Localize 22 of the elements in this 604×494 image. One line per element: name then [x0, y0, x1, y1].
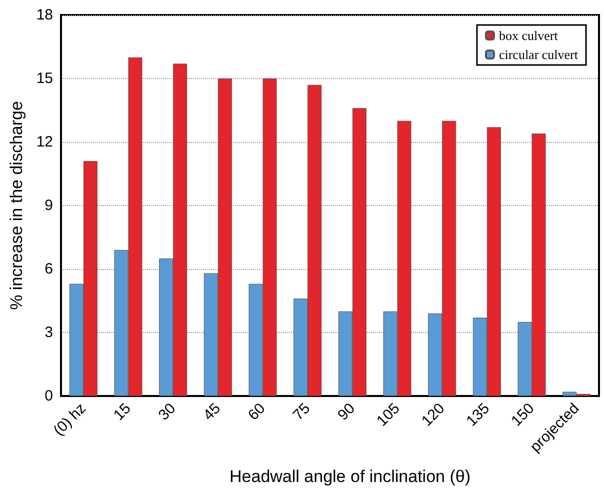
x-tick-label: 90 [334, 400, 358, 424]
y-axis-title: % increase in the discharge [7, 101, 26, 310]
y-tick-label: 9 [44, 197, 53, 214]
x-tick-label: 120 [418, 400, 448, 430]
x-tick-label: 15 [110, 400, 134, 424]
x-tick-label: 60 [244, 400, 269, 424]
x-tick-label: 135 [463, 400, 493, 430]
y-tick-label: 12 [36, 134, 53, 150]
legend-label: box culvert [498, 28, 558, 43]
x-axis-title: Headwall angle of inclination (θ) [230, 467, 470, 486]
y-tick-label: 6 [44, 260, 53, 278]
y-tick-label: 3 [44, 324, 53, 341]
x-tick-label: 150 [508, 400, 538, 430]
x-tick-label: 75 [290, 400, 314, 424]
legend-label: circular culvert [498, 47, 578, 62]
y-tick-label: 0 [44, 388, 53, 404]
x-tick-label: 30 [155, 400, 180, 424]
y-tick-label: 15 [36, 70, 53, 87]
x-tick-label: 105 [374, 400, 404, 430]
x-tick-label: 45 [200, 400, 224, 424]
x-tick-label: (0) hz [50, 400, 90, 440]
y-tick-label: 18 [36, 6, 53, 24]
